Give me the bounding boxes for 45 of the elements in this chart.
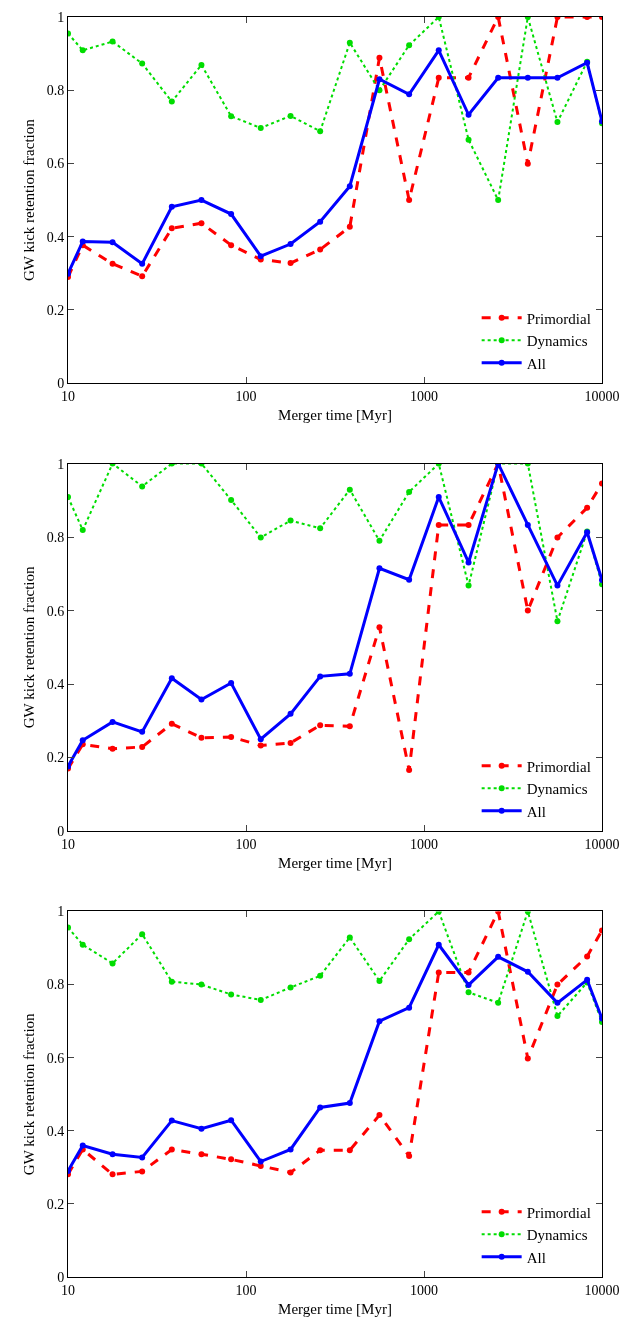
y-tick-label: 0	[57, 376, 65, 392]
x-axis-title: Merger time [Myr]	[278, 407, 392, 424]
x-tick-label: 1000	[410, 836, 438, 852]
y-tick-label: 0.8	[46, 530, 65, 545]
y-tick-label: 0.6	[46, 603, 65, 619]
y-tick-label: 1	[57, 456, 65, 472]
y-tick-label: 0.8	[46, 977, 65, 993]
y-axis-title: GW kick retention fraction	[20, 118, 37, 281]
legend-label: All	[526, 1249, 546, 1266]
y-tick-label: 0.6	[46, 1050, 65, 1066]
legend-label: Primordial	[526, 310, 591, 327]
y-tick-label: 0.4	[46, 1123, 65, 1139]
legend-label: Dynamics	[526, 333, 588, 350]
y-tick-label: 0	[57, 1269, 65, 1285]
y-tick-label: 0.2	[46, 1196, 65, 1212]
y-tick-label: 0.4	[46, 676, 65, 692]
x-tick-label: 10000	[584, 1282, 620, 1298]
x-tick-label: 100	[235, 836, 257, 852]
legend-label: All	[526, 803, 546, 820]
x-tick-label: 10	[61, 836, 75, 852]
x-tick-label: 10	[61, 389, 75, 405]
x-tick-label: 10000	[584, 389, 620, 405]
y-axis-title: GW kick retention fraction	[20, 1012, 37, 1176]
legend-label: Dynamics	[526, 781, 588, 798]
x-axis-title: Merger time [Myr]	[278, 854, 392, 871]
x-tick-label: 1000	[410, 1282, 438, 1298]
y-axis-title: GW kick retention fraction	[20, 565, 37, 729]
legend-label: Dynamics	[526, 1226, 588, 1243]
legend-label: Primordial	[526, 1204, 591, 1221]
x-tick-label: 100	[235, 1282, 257, 1298]
x-axis-title: Merger time [Myr]	[278, 1300, 392, 1317]
y-tick-label: 0	[57, 823, 65, 839]
y-tick-label: 0.4	[46, 229, 65, 245]
x-tick-label: 1000	[410, 389, 438, 405]
y-tick-label: 0.2	[46, 302, 65, 318]
legend-label: All	[526, 355, 546, 372]
y-tick-label: 0.8	[46, 83, 65, 99]
x-tick-label: 100	[235, 389, 257, 405]
y-tick-label: 0.6	[46, 156, 65, 172]
y-tick-label: 1	[57, 904, 65, 920]
y-tick-label: 0.2	[46, 750, 65, 766]
x-tick-label: 10000	[584, 836, 620, 852]
x-tick-label: 10	[61, 1282, 75, 1298]
legend-label: Primordial	[526, 758, 591, 775]
y-tick-label: 1	[57, 9, 65, 25]
